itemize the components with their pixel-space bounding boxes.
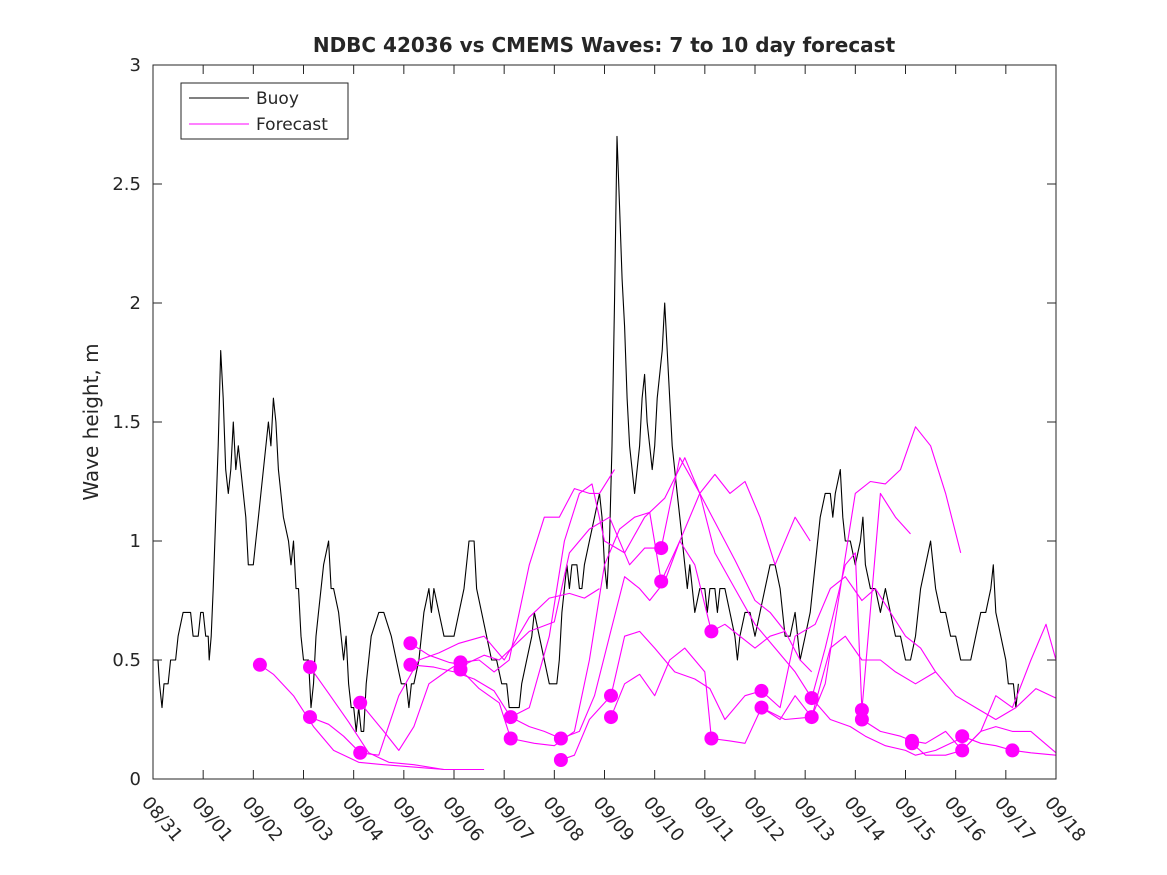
legend-forecast-label: Forecast (256, 115, 328, 135)
legend-buoy-label: Buoy (256, 89, 299, 109)
plot-frame (152, 64, 1057, 780)
forecast-marker (353, 695, 368, 710)
plot-area (153, 65, 1056, 779)
forecast-line-4 (359, 469, 615, 751)
forecast-marker (754, 683, 769, 698)
legend-box (180, 82, 349, 140)
forecast-marker (654, 541, 669, 556)
forecast-line-7 (460, 473, 811, 747)
forecast-marker (754, 700, 769, 715)
forecast-marker (1005, 743, 1020, 758)
forecast-marker (353, 745, 368, 760)
forecast-marker (453, 662, 468, 677)
forecast-start-markers (252, 541, 1020, 767)
forecast-marker (955, 743, 970, 758)
forecast-line-13 (811, 492, 911, 711)
buoy-series (153, 135, 1019, 732)
forecast-marker (905, 736, 919, 751)
forecast-marker (553, 731, 568, 746)
forecast-marker (503, 710, 518, 725)
y-tick-label: 0 (130, 769, 141, 790)
forecast-marker (804, 691, 819, 706)
forecast-marker (503, 731, 518, 746)
forecast-line-11 (660, 457, 1057, 756)
forecast-marker (804, 710, 819, 725)
buoy-line (153, 135, 1019, 732)
forecast-marker (303, 660, 317, 675)
y-tick-label: 0.5 (112, 650, 141, 671)
forecast-marker (403, 636, 418, 651)
forecast-marker (854, 712, 869, 727)
y-tick-label: 1.5 (112, 412, 141, 433)
y-tick-label: 1 (130, 531, 141, 552)
forecast-marker (955, 729, 970, 744)
forecast-marker (704, 624, 719, 639)
forecast-line-9 (560, 576, 937, 761)
forecast-marker (403, 657, 418, 672)
y-axis-label: Wave height, m (79, 343, 103, 500)
legend: Buoy Forecast (180, 82, 349, 140)
forecast-marker (252, 657, 267, 672)
y-tick-label: 2 (130, 293, 141, 314)
forecast-marker (553, 753, 568, 767)
forecast-marker (303, 710, 317, 725)
y-tick-label: 2.5 (112, 174, 141, 195)
forecast-marker (704, 731, 719, 746)
forecast-marker (654, 574, 669, 589)
forecast-line-3 (309, 588, 600, 756)
forecast-line-15 (911, 623, 1057, 756)
forecast-marker (604, 688, 618, 703)
forecast-line-6 (410, 457, 786, 718)
chart-title: NDBC 42036 vs CMEMS Waves: 7 to 10 day f… (313, 33, 896, 57)
forecast-line-2 (309, 666, 469, 771)
forecast-marker (604, 710, 618, 725)
forecast-line-14 (861, 719, 1057, 754)
y-tick-label: 3 (130, 55, 141, 76)
